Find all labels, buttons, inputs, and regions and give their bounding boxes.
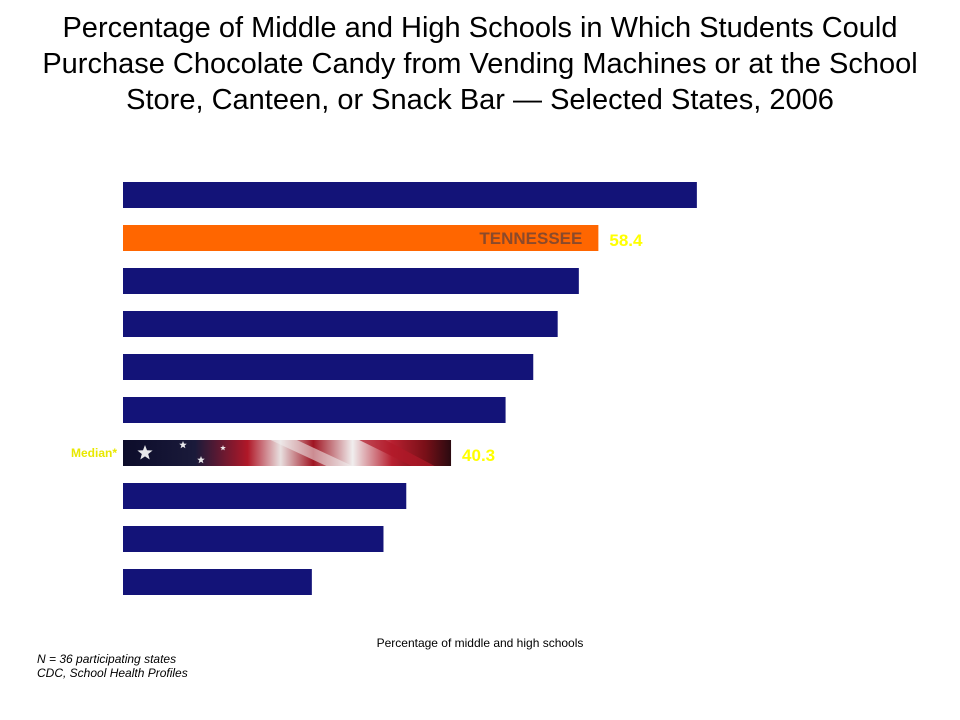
footnote-source: CDC, School Health Profiles [37,666,188,680]
bar [123,268,579,294]
bar-tennessee [123,225,599,251]
data-label: 40.3 [462,446,495,465]
category-label-tennessee: TENNESSEE [479,229,582,248]
bar [123,182,697,208]
x-axis-label: Percentage of middle and high schools [376,636,584,650]
footnote: N = 36 participating states CDC, School … [37,652,188,680]
bar [123,526,384,552]
bar [123,354,534,380]
flag-star [179,441,187,449]
bar-median [123,440,452,466]
bar [123,569,312,595]
bars-group [123,182,697,595]
bar [123,311,558,337]
flag-star [137,445,153,460]
category-label-median: Median* [71,446,117,460]
bar [123,397,506,423]
flag-star [197,456,205,464]
bar [123,483,407,509]
footnote-n: N = 36 participating states [37,652,177,666]
data-label: 58.4 [609,231,643,250]
chart-title: Percentage of Middle and High Schools in… [42,12,918,116]
flag-star [220,445,226,451]
labels-group: TENNESSEE 58.4 Median* 40.3 [71,229,643,465]
